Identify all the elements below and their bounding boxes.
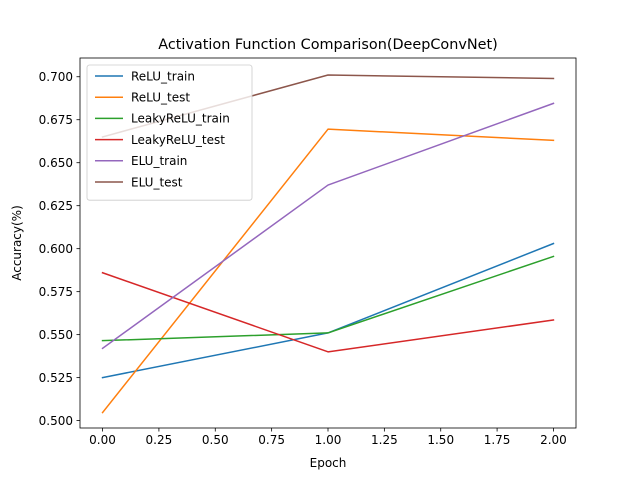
series-line-leakyrelu-train bbox=[101, 255, 555, 342]
legend: ReLU_train ReLU_test LeakyReLU_train LeakyR… bbox=[86, 64, 253, 201]
series-lines bbox=[101, 74, 555, 414]
x-tick-label: 0.75 bbox=[258, 433, 285, 447]
series-line-relu-test bbox=[101, 128, 555, 414]
x-tick-label: 0.25 bbox=[146, 433, 173, 447]
y-tick-label: 0.575 bbox=[39, 285, 73, 299]
y-tick-label: 0.675 bbox=[39, 113, 73, 127]
x-tick-label: 1.50 bbox=[427, 433, 454, 447]
y-tick-label: 0.625 bbox=[39, 199, 73, 213]
y-tick-label: 0.525 bbox=[39, 371, 73, 385]
x-axis-label: Epoch bbox=[310, 456, 347, 470]
x-tick-label: 1.25 bbox=[371, 433, 398, 447]
x-tick-label: 0.00 bbox=[89, 433, 116, 447]
y-tick-label: 0.500 bbox=[39, 414, 73, 428]
y-tick-label: 0.600 bbox=[39, 242, 73, 256]
series-line-elu-train bbox=[101, 102, 555, 350]
legend-entry-label: LeakyReLU_train bbox=[131, 112, 230, 126]
legend-entry-label: ELU_train bbox=[131, 154, 187, 168]
y-axis-label: Accuracy(%) bbox=[10, 205, 24, 281]
y-tick-label: 0.550 bbox=[39, 328, 73, 342]
legend-box bbox=[86, 64, 253, 201]
legend-entry-label: ELU_test bbox=[131, 175, 183, 189]
series-line-leakyrelu-test bbox=[101, 271, 555, 353]
x-tick-label: 1.00 bbox=[315, 433, 342, 447]
y-tick-label: 0.650 bbox=[39, 156, 73, 170]
x-axis-ticks: 0.00 0.25 0.50 0.75 1.00 1.25 1.50 1.75 2.00 bbox=[89, 428, 567, 447]
y-tick-label: 0.700 bbox=[39, 70, 73, 84]
legend-entry-label: ReLU_test bbox=[131, 91, 190, 105]
x-tick-label: 2.00 bbox=[540, 433, 567, 447]
legend-entry-label: ReLU_train bbox=[131, 69, 195, 83]
x-tick-label: 1.75 bbox=[484, 433, 511, 447]
chart-title: Activation Function Comparison(DeepConvN… bbox=[158, 37, 497, 53]
legend-entry-label: LeakyReLU_test bbox=[131, 133, 225, 147]
y-axis-ticks: 0.500 0.525 0.550 0.575 0.600 0.625 0.650 0.675… bbox=[39, 70, 80, 428]
x-tick-label: 0.50 bbox=[202, 433, 229, 447]
